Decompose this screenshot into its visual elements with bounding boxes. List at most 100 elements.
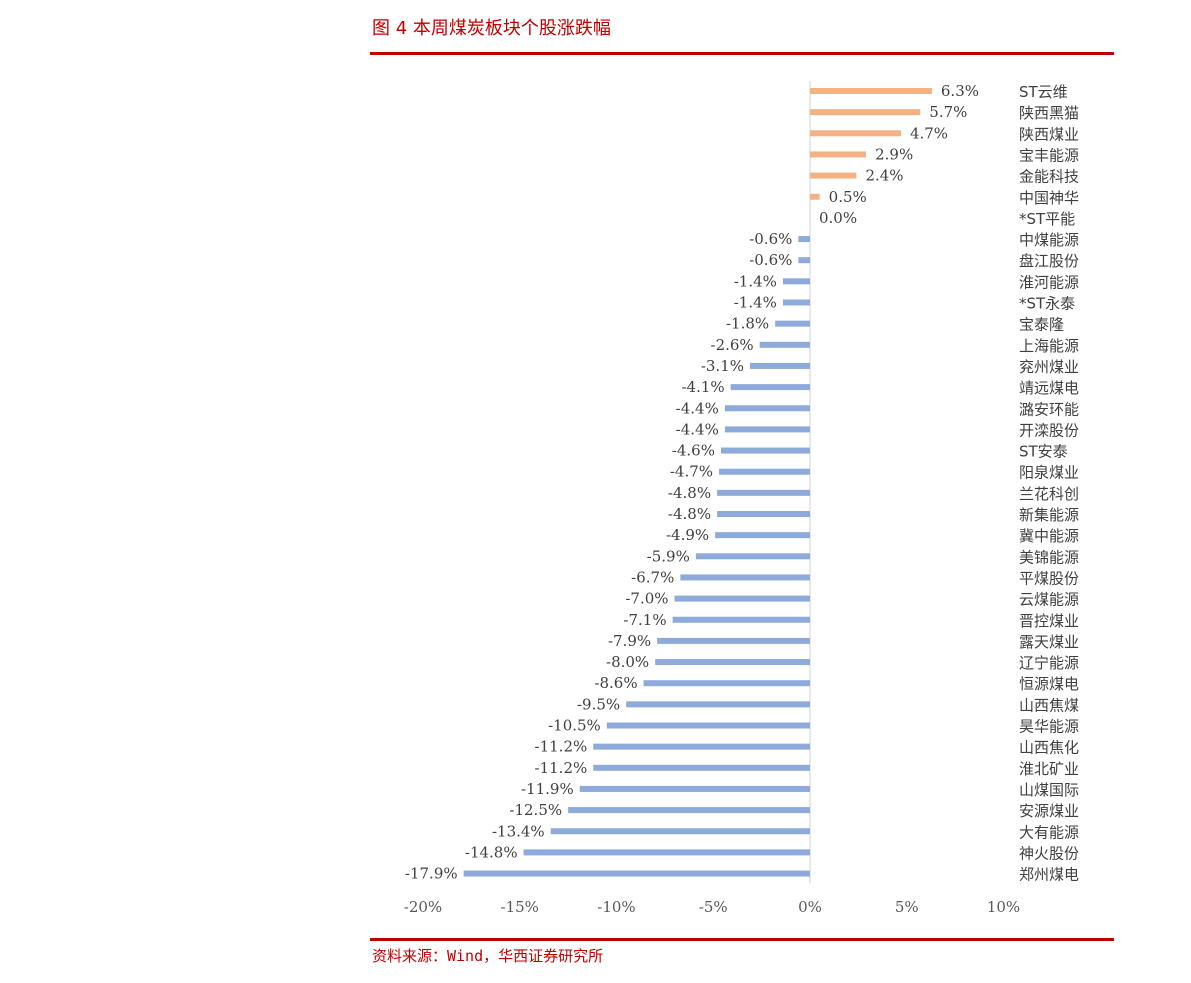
data-label: -4.8% — [668, 484, 711, 502]
data-label: -10.5% — [548, 717, 601, 735]
category-label: 盘江股份 — [1019, 252, 1079, 270]
data-label: -2.6% — [711, 336, 754, 354]
data-label: -7.1% — [623, 611, 666, 629]
x-tick-label: -5% — [699, 898, 728, 916]
category-label: 露天煤业 — [1019, 633, 1079, 651]
figure-title: 图 4 本周煤炭板块个股涨跌幅 — [372, 18, 611, 39]
data-label: -5.9% — [647, 547, 690, 565]
bar — [717, 511, 810, 517]
data-label: -6.7% — [631, 568, 674, 586]
category-label: 晋控煤业 — [1019, 612, 1079, 630]
bar — [730, 384, 810, 391]
category-label: 陕西黑猫 — [1019, 104, 1079, 122]
bar — [782, 278, 810, 285]
data-label: 5.7% — [929, 103, 967, 121]
category-label: 辽宁能源 — [1019, 654, 1079, 672]
category-label: 山煤国际 — [1019, 781, 1079, 799]
category-label: 兖州煤业 — [1019, 358, 1079, 376]
bar — [657, 637, 810, 644]
bar — [680, 574, 810, 581]
bar — [810, 193, 820, 200]
bar — [719, 468, 810, 475]
bar — [717, 489, 810, 496]
data-label: -4.4% — [676, 420, 719, 438]
x-tick-label: 0% — [798, 898, 822, 916]
x-tick-label: -20% — [404, 898, 442, 916]
data-label: -12.5% — [509, 801, 562, 819]
category-label: 新集能源 — [1019, 506, 1079, 524]
data-label: -11.2% — [535, 738, 588, 756]
source-note: 资料来源：Wind，华西证券研究所 — [372, 947, 604, 965]
category-label: 宝丰能源 — [1019, 146, 1079, 164]
data-label: 2.9% — [875, 145, 913, 163]
data-label: -9.5% — [577, 695, 620, 713]
data-label: -4.6% — [672, 442, 715, 460]
data-label: -1.4% — [734, 272, 777, 290]
bar — [724, 426, 810, 433]
x-tick-label: -15% — [501, 898, 539, 916]
data-label: -0.6% — [749, 251, 792, 269]
bar — [579, 785, 810, 792]
bar — [593, 743, 810, 750]
bar — [463, 870, 810, 877]
category-label: 兰花科创 — [1019, 485, 1079, 503]
category-label: 平煤股份 — [1019, 569, 1079, 587]
category-label: 淮北矿业 — [1019, 760, 1079, 778]
bar — [715, 532, 810, 539]
title-rule — [370, 52, 1114, 55]
source-rule — [370, 938, 1114, 941]
bar — [523, 849, 810, 856]
data-label: -8.6% — [594, 674, 637, 692]
category-label: 靖远煤电 — [1019, 379, 1079, 397]
bar — [606, 722, 810, 729]
category-label: 大有能源 — [1019, 823, 1079, 841]
x-tick-label: 10% — [987, 898, 1020, 916]
bar — [643, 680, 810, 687]
data-label: 0.5% — [829, 188, 867, 206]
data-label: -0.6% — [749, 230, 792, 248]
bar — [672, 616, 810, 623]
category-label: 恒源煤电 — [1019, 675, 1079, 693]
x-tick-label: 5% — [895, 898, 919, 916]
data-label: -7.9% — [608, 632, 651, 650]
bar — [798, 236, 810, 243]
data-label: -11.2% — [535, 759, 588, 777]
data-label: -7.0% — [625, 590, 668, 608]
category-label: 金能科技 — [1019, 168, 1079, 186]
category-label: 潞安环能 — [1019, 400, 1079, 418]
category-label: ST安泰 — [1019, 443, 1068, 461]
data-label: -13.4% — [492, 822, 545, 840]
category-label: 开滦股份 — [1019, 421, 1079, 439]
data-label: -1.8% — [726, 315, 769, 333]
category-label: 神火股份 — [1019, 844, 1079, 862]
data-label: 6.3% — [941, 82, 979, 100]
data-label: 0.0% — [819, 209, 857, 227]
data-label: 2.4% — [865, 167, 903, 185]
bar — [775, 320, 810, 327]
bar — [720, 447, 810, 454]
bar — [750, 362, 810, 369]
category-label: ST云维 — [1019, 83, 1068, 101]
data-label: -17.9% — [405, 865, 458, 883]
bar — [810, 151, 867, 158]
bar — [655, 659, 810, 666]
data-label: -1.4% — [734, 294, 777, 312]
category-label: 昊华能源 — [1019, 718, 1079, 736]
category-label: 中煤能源 — [1019, 231, 1079, 249]
data-label: -4.4% — [676, 399, 719, 417]
bar — [810, 88, 932, 94]
bar — [626, 701, 810, 708]
data-label: -11.9% — [521, 780, 574, 798]
data-label: -3.1% — [701, 357, 744, 375]
data-label: -8.0% — [606, 653, 649, 671]
category-label: 安源煤业 — [1019, 802, 1079, 820]
category-label: 冀中能源 — [1019, 527, 1079, 545]
category-label: 中国神华 — [1019, 189, 1079, 207]
bar — [759, 341, 810, 348]
bar — [810, 130, 901, 137]
bar — [782, 299, 810, 306]
category-label: *ST平能 — [1019, 210, 1075, 228]
bar — [550, 828, 810, 835]
category-label: 上海能源 — [1019, 337, 1079, 355]
